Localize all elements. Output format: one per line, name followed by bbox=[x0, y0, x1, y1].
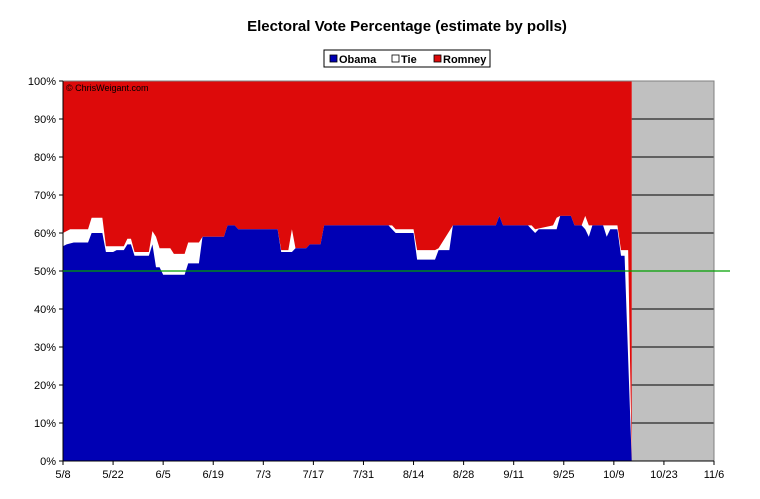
x-tick-label: 5/8 bbox=[55, 469, 70, 481]
x-tick-label: 7/3 bbox=[256, 469, 271, 481]
legend-box bbox=[323, 49, 491, 68]
x-tick-label: 7/17 bbox=[303, 469, 324, 481]
x-tick-label: 5/22 bbox=[102, 469, 123, 481]
x-tick-label: 9/11 bbox=[503, 469, 524, 481]
plot-area: 0% 10% 20% 30% 40% 50% 60% 70% 80% 90% 100% 5/8 5/22… bbox=[28, 76, 730, 481]
legend-label-obama: Obama bbox=[339, 54, 377, 66]
legend-label-tie: Tie bbox=[401, 54, 417, 66]
y-tick-label: 70% bbox=[34, 190, 56, 202]
legend-swatch-tie bbox=[391, 54, 400, 63]
x-tick-label: 8/14 bbox=[403, 469, 424, 481]
x-tick-label: 6/5 bbox=[156, 469, 171, 481]
x-tick-label: 7/31 bbox=[353, 469, 374, 481]
legend-label-romney: Romney bbox=[443, 54, 487, 66]
y-tick-label: 30% bbox=[34, 342, 56, 354]
y-tick-label: 80% bbox=[34, 152, 56, 164]
chart-title: Electoral Vote Percentage (estimate by p… bbox=[247, 18, 567, 35]
y-tick-label: 0% bbox=[40, 456, 56, 468]
legend: Obama Tie Romney bbox=[323, 49, 491, 68]
y-tick-label: 90% bbox=[34, 114, 56, 126]
series-area-obama bbox=[63, 215, 632, 461]
x-tick-label: 9/25 bbox=[553, 469, 574, 481]
y-tick-label: 20% bbox=[34, 380, 56, 392]
y-tick-label: 40% bbox=[34, 304, 56, 316]
y-tick-label: 10% bbox=[34, 418, 56, 430]
x-tick-label: 11/6 bbox=[704, 469, 725, 481]
x-tick-label: 10/23 bbox=[650, 469, 678, 481]
x-tick-label: 6/19 bbox=[203, 469, 224, 481]
y-tick-label: 100% bbox=[28, 76, 56, 88]
x-tick-label: 10/9 bbox=[603, 469, 624, 481]
watermark: © ChrisWeigant.com bbox=[66, 83, 149, 93]
legend-swatch-romney bbox=[433, 54, 442, 63]
legend-swatch-obama bbox=[329, 54, 338, 63]
y-tick-label: 60% bbox=[34, 228, 56, 240]
x-tick-label: 8/28 bbox=[453, 469, 474, 481]
y-tick-label: 50% bbox=[34, 266, 56, 278]
